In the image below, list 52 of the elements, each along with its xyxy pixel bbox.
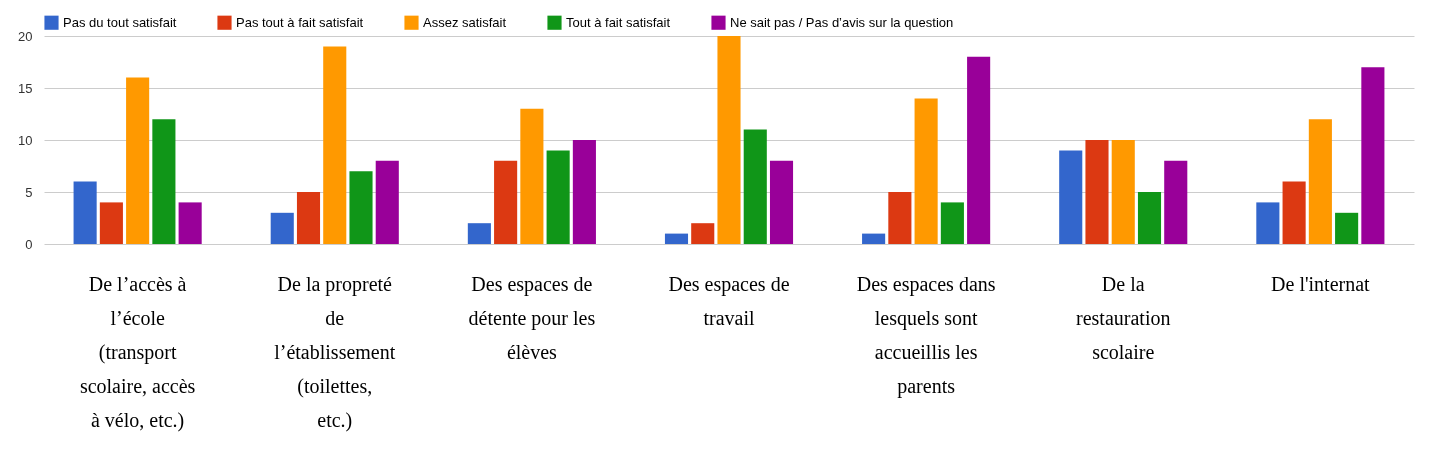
bar <box>888 192 912 244</box>
bar <box>270 212 294 244</box>
bar <box>152 119 176 244</box>
bar <box>1085 140 1109 244</box>
y-tick-label: 0 <box>25 236 33 252</box>
legend-label: Ne sait pas / Pas d’avis sur la question <box>730 14 954 30</box>
bar <box>296 192 321 244</box>
legend-label: Pas du tout satisfait <box>63 14 177 30</box>
bar <box>914 98 938 244</box>
x-tick-label: De l'internat <box>1271 272 1371 295</box>
bar <box>572 140 596 244</box>
x-tick-label: De l’accès à l’école (transport scolaire, accès à vélo, etc.) <box>79 272 196 432</box>
y-tick-label: 15 <box>18 80 33 96</box>
x-tick-label: Des espaces de travail <box>668 272 790 329</box>
bar <box>1282 181 1306 244</box>
bar <box>940 202 964 244</box>
bar <box>1361 67 1385 244</box>
bar <box>546 150 570 244</box>
bar <box>349 171 373 244</box>
bar <box>862 233 886 244</box>
bar <box>1137 192 1162 244</box>
y-tick-label: 10 <box>18 132 33 148</box>
bar <box>1256 202 1280 244</box>
bar <box>1059 150 1083 244</box>
bar <box>743 129 767 244</box>
y-tick-label: 20 <box>18 28 33 44</box>
x-tick-label: De la restauration scolaire <box>1076 272 1171 363</box>
bar <box>1308 119 1332 244</box>
bar <box>126 77 150 244</box>
bar <box>967 56 991 244</box>
bar <box>1164 160 1188 244</box>
x-tick-label: De la propreté de l’établissement (toilettes, etc.) <box>274 272 396 432</box>
bar <box>664 233 689 244</box>
x-tick-label: Des espaces de détente pour les élèves <box>468 272 596 363</box>
bar <box>1111 140 1135 244</box>
x-tick-label: Des espaces dans lesquels sont accueillis les parents <box>856 272 996 398</box>
bar <box>99 202 123 244</box>
y-tick-label: 5 <box>25 184 33 200</box>
bar <box>1335 212 1359 244</box>
bar <box>494 160 518 244</box>
bar <box>520 108 544 244</box>
legend-label: Pas tout à fait satisfait <box>236 14 364 30</box>
bar <box>769 160 794 244</box>
bar <box>375 160 399 244</box>
bar <box>717 36 741 244</box>
bar <box>691 223 715 244</box>
bar <box>323 46 347 244</box>
legend-label: Assez satisfait <box>423 14 507 30</box>
bar <box>467 223 491 244</box>
bar <box>73 181 97 244</box>
bar <box>178 202 202 244</box>
legend-label: Tout à fait satisfait <box>566 14 671 30</box>
